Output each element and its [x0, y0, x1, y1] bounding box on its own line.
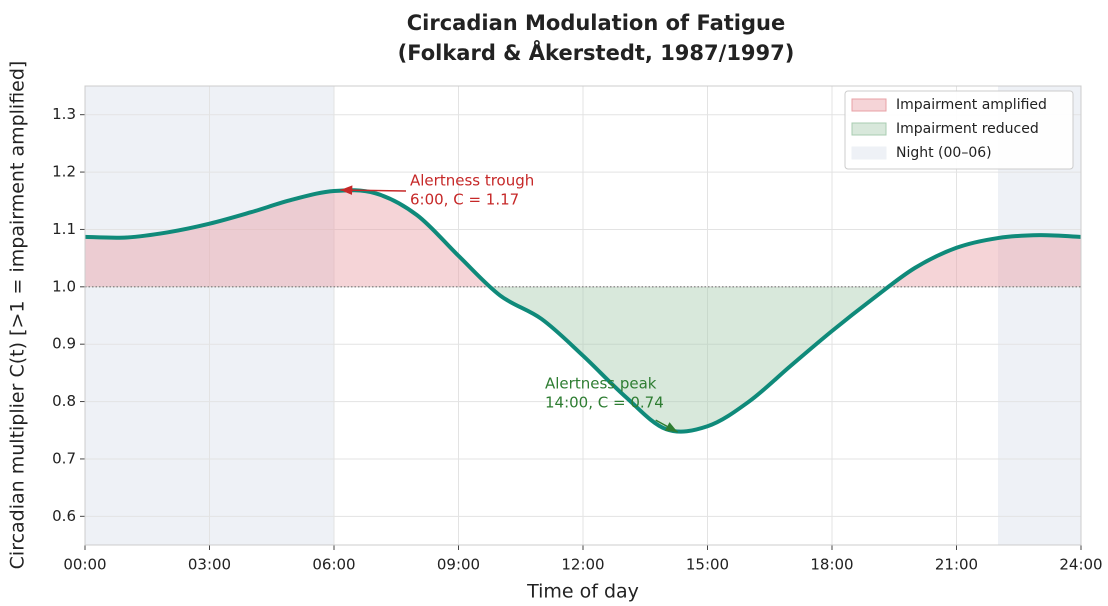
x-tick-label: 03:00 — [188, 556, 231, 574]
x-tick-label: 12:00 — [561, 556, 604, 574]
x-tick-label: 06:00 — [312, 556, 355, 574]
x-tick-label: 09:00 — [437, 556, 480, 574]
y-tick-label: 1.2 — [52, 163, 76, 181]
x-tick-label: 15:00 — [686, 556, 729, 574]
chart-title: Circadian Modulation of Fatigue — [407, 11, 785, 35]
fill-area — [85, 190, 1081, 287]
x-tick-label: 18:00 — [810, 556, 853, 574]
y-tick-label: 1.1 — [52, 220, 76, 238]
y-axis-label: Circadian multiplier C(t) [>1 = impairme… — [7, 61, 29, 570]
line — [84, 188, 1082, 434]
x-tick-label: 21:00 — [935, 556, 978, 574]
annotation-text: Alertness peak — [545, 375, 657, 393]
chart-title: (Folkard & Åkerstedt, 1987/1997) — [398, 40, 795, 65]
legend-label: Night (00–06) — [896, 145, 992, 161]
y-tick-label: 0.7 — [52, 449, 76, 467]
legend-swatch — [851, 146, 887, 160]
x-tick-label: 24:00 — [1059, 556, 1102, 574]
annotation-arrow — [340, 185, 407, 195]
fill-area — [85, 286, 1081, 432]
legend-label: Impairment reduced — [896, 121, 1039, 137]
annotation-text: 6:00, C = 1.17 — [410, 191, 519, 209]
legend-box — [844, 90, 1074, 170]
annotation-text: 14:00, C = 0.74 — [545, 394, 664, 412]
y-tick-label: 0.8 — [52, 392, 76, 410]
y-tick-label: 1.3 — [52, 105, 76, 123]
x-axis-label: Time of day — [526, 581, 639, 603]
y-tick-label: 0.9 — [52, 335, 76, 353]
x-tick-label: 00:00 — [63, 556, 106, 574]
y-tick-label: 1.0 — [52, 277, 76, 295]
annotation-arrow — [655, 419, 679, 433]
legend-swatch — [851, 98, 887, 112]
y-tick-label: 0.6 — [52, 507, 76, 525]
legend-swatch — [851, 122, 887, 136]
legend: Impairment amplified Impairment reduced Ni… — [844, 90, 1074, 170]
annotation-text: Alertness trough — [410, 172, 534, 190]
plot-frame — [84, 85, 1082, 546]
legend-label: Impairment amplified — [896, 97, 1047, 113]
